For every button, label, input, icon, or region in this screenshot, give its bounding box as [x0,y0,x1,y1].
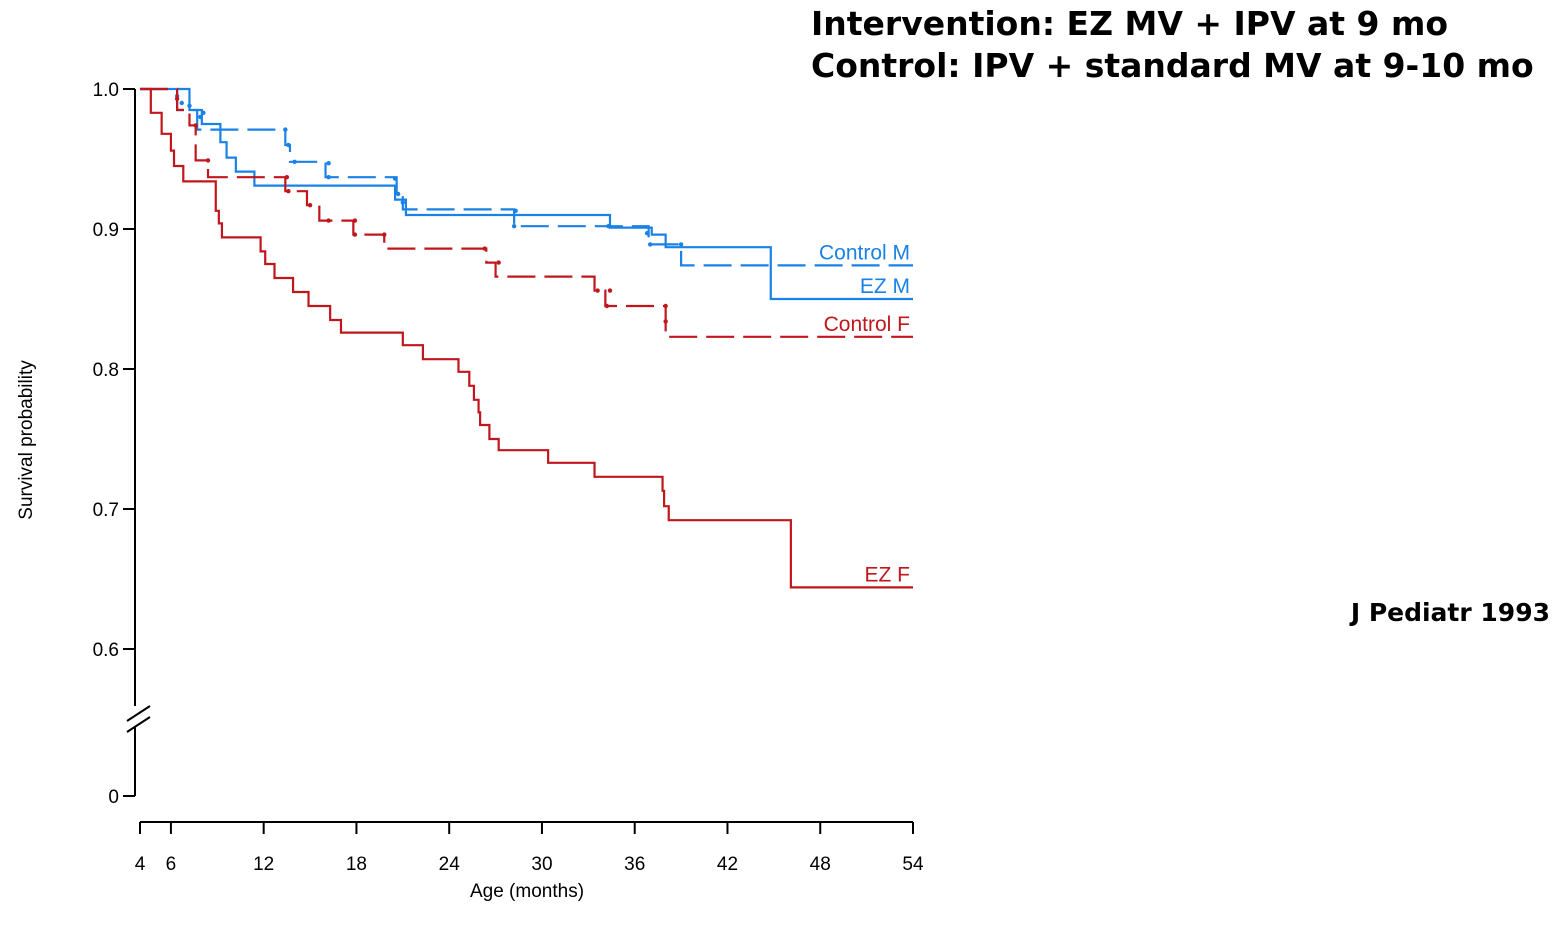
series-line-ez-m [140,87,913,301]
censor-mark-control-f [284,175,290,180]
x-tick-label: 18 [346,854,367,875]
series-line-ez-f [140,87,913,589]
censor-mark-control-f [482,246,487,251]
censor-mark-control-m [513,208,518,213]
censor-mark-control-m [392,176,398,181]
censor-mark-control-m [644,231,650,236]
axes: 1.0 0.9 0.8 0.7 0.6 0 4 6 12 18 24 30 36 42 48 54 [93,80,924,875]
censor-mark-control-f [604,303,610,309]
y-tick-label: 0.9 [93,220,119,241]
censor-mark-control-m [292,159,297,164]
censor-mark-control-f [607,288,613,293]
x-tick-label: 42 [717,854,738,875]
series-group [140,87,913,589]
x-tick-label: 54 [902,854,924,875]
censor-mark-control-m [326,161,331,166]
censor-mark-control-f [193,123,198,128]
censor-mark-control-f [205,158,211,163]
censor-mark-control-f [352,218,358,223]
censor-mark-control-m [400,200,406,205]
censor-mark-control-m [286,142,291,148]
censor-mark-control-f [382,232,387,237]
x-tick-label: 12 [253,854,274,875]
censor-mark-control-f [352,232,358,237]
y-axis-title: Survival probability [16,360,37,520]
censor-mark-ez-m [201,110,206,116]
censor-mark-control-m [395,191,401,197]
y-axis-break-mark-2 [126,716,151,733]
y-axis-break-mark-1 [126,705,151,722]
series-labels: Control M EZ M Control F EZ F [819,241,910,586]
y-tick-label: 1.0 [93,80,119,101]
x-tick-label: 30 [531,854,552,875]
series-label-ez-f: EZ F [865,563,911,586]
censor-mark-control-f [496,260,501,265]
censor-mark-control-m [647,242,653,247]
x-tick-label: 48 [810,854,831,875]
series-label-control-f: Control F [824,313,910,336]
x-tick-label: 6 [166,854,177,875]
censor-mark-ez-m [179,100,184,106]
chart-title-line-1: Intervention: EZ MV + IPV at 9 mo [811,4,1449,43]
censor-mark-control-m [678,242,684,247]
censor-mark-control-f [663,319,668,324]
censor-mark-control-m [283,127,288,132]
chart-title-line-2: Control: IPV + standard MV at 9-10 mo [811,46,1534,85]
y-tick-label: 0.7 [93,500,119,521]
censor-mark-control-f [286,189,291,194]
censor-mark-control-m [511,224,517,229]
x-tick-label: 36 [624,854,645,875]
censor-mark-control-f [174,96,180,102]
x-tick-label: 24 [439,854,461,875]
x-axis-title: Age (months) [470,881,584,902]
series-label-control-m: Control M [819,241,910,264]
censor-mark-control-m [326,175,331,180]
series-line-control-m [140,87,913,267]
censor-mark-control-f [595,288,600,293]
censor-mark-control-f [326,218,331,223]
y-tick-label: 0.8 [93,360,119,381]
y-tick-label: 0.6 [93,640,119,661]
censor-mark-control-f [307,203,313,208]
series-label-ez-m: EZ M [860,275,910,298]
citation-text: J Pediatr 1993 [1350,598,1550,627]
y-tick-label-zero: 0 [108,787,119,808]
x-tick-label: 4 [135,854,146,875]
censor-mark-control-f [663,303,668,309]
